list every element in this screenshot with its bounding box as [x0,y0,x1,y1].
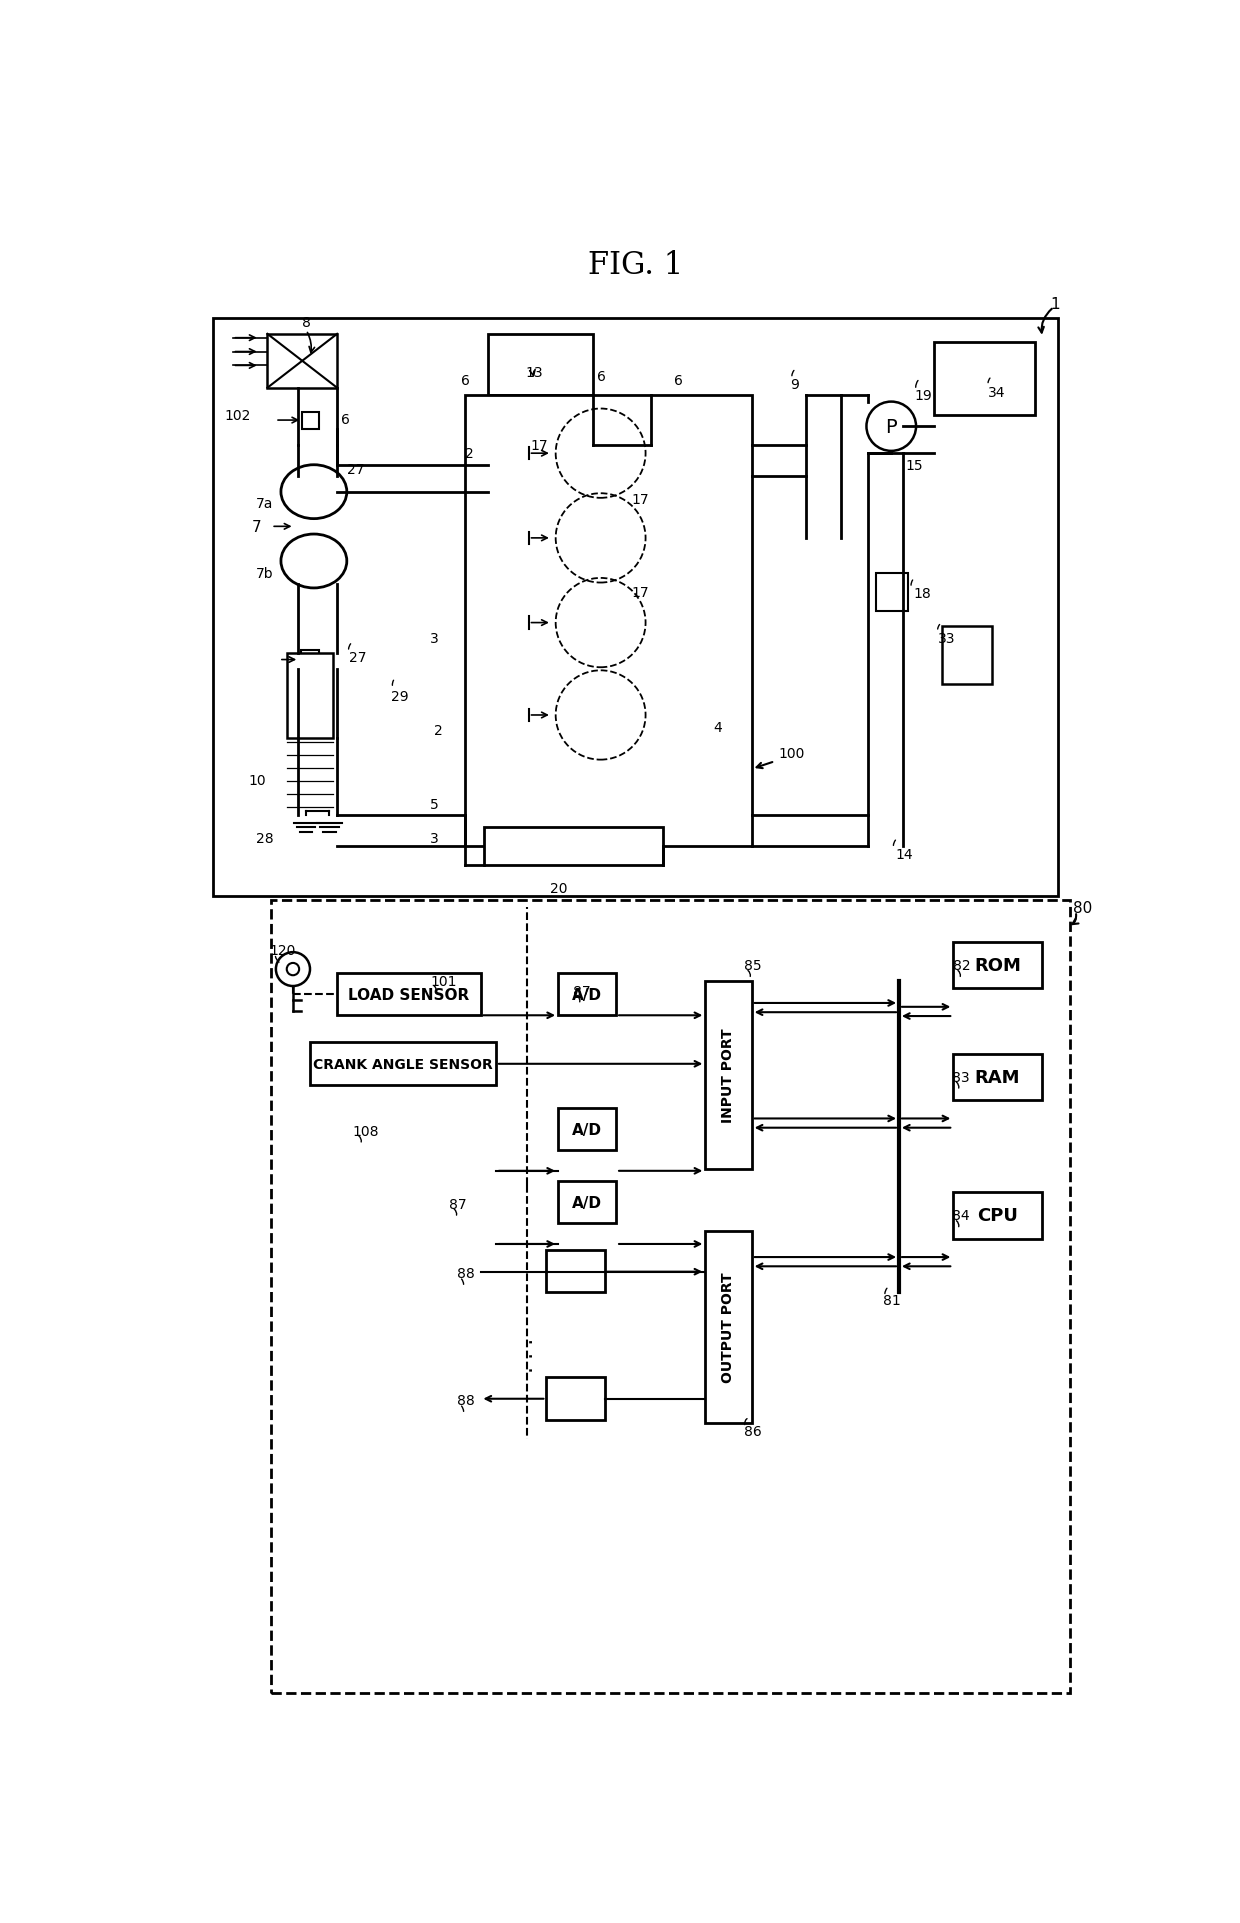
Text: 28: 28 [255,833,273,846]
Text: OUTPUT PORT: OUTPUT PORT [722,1273,735,1383]
Text: . . .: . . . [517,1336,537,1371]
Bar [485,827,662,865]
Text: FIG. 1: FIG. 1 [588,250,683,281]
Text: 5: 5 [430,798,439,812]
Bar [558,1108,616,1150]
Text: 20: 20 [551,883,568,896]
Bar [465,396,751,846]
Text: 9: 9 [791,377,800,392]
Bar [286,654,334,738]
Text: 84: 84 [952,1210,970,1223]
Text: CPU: CPU [977,1208,1018,1225]
Text: 15: 15 [905,458,923,473]
Bar [489,335,593,396]
Text: 17: 17 [631,492,650,508]
Text: A/D: A/D [572,1123,601,1136]
Bar [547,1377,605,1419]
Text: 27: 27 [348,650,366,665]
Text: 108: 108 [352,1125,379,1138]
Text: 18: 18 [913,587,931,602]
Bar [706,1231,751,1423]
Text: 87: 87 [449,1198,467,1211]
Bar [954,1192,1043,1238]
Text: RAM: RAM [975,1069,1021,1086]
Text: 4: 4 [713,719,722,735]
Text: 14: 14 [895,848,913,862]
Bar [337,973,481,1015]
Text: 83: 83 [952,1071,970,1085]
Text: 85: 85 [744,960,761,973]
Text: 6: 6 [596,369,605,385]
Text: 13: 13 [526,365,543,381]
Text: 19: 19 [915,388,932,404]
Text: 82: 82 [954,960,971,973]
Bar [547,1250,605,1292]
Text: 6: 6 [461,373,470,388]
Text: 81: 81 [883,1294,901,1308]
Bar [954,942,1043,988]
Bar [272,900,1069,1692]
Bar [268,335,337,388]
Bar [213,319,1058,896]
Bar [875,573,908,612]
Bar [303,412,320,429]
Text: 1: 1 [1050,296,1060,312]
Text: 6: 6 [341,412,350,427]
Text: 101: 101 [430,975,456,988]
Text: LOAD SENSOR: LOAD SENSOR [347,988,469,1002]
Text: 7a: 7a [255,496,273,512]
Text: CRANK ANGLE SENSOR: CRANK ANGLE SENSOR [314,1058,492,1071]
Text: 120: 120 [270,944,296,958]
Bar [301,652,320,669]
Text: 7: 7 [252,519,262,535]
Bar [558,1181,616,1223]
Text: 17: 17 [531,438,548,454]
Text: A/D: A/D [572,1196,601,1210]
Text: A/D: A/D [572,988,601,1002]
Text: 7b: 7b [255,565,273,581]
Text: 100: 100 [779,748,805,762]
Text: 2: 2 [434,723,443,738]
Text: 6: 6 [675,373,683,388]
Text: INPUT PORT: INPUT PORT [722,1029,735,1123]
Text: 34: 34 [988,385,1006,400]
Bar [934,342,1034,415]
Text: 10: 10 [248,775,265,788]
Text: ROM: ROM [973,958,1021,975]
Text: 27: 27 [347,462,365,477]
Bar [706,981,751,1169]
Bar [558,973,616,1015]
Text: 87: 87 [573,985,591,998]
Text: 33: 33 [937,631,955,646]
Bar [954,1054,1043,1100]
Text: 8: 8 [303,315,311,331]
Text: 102: 102 [224,408,252,423]
Text: 80: 80 [1074,900,1092,915]
Text: P: P [885,417,897,437]
Bar [310,1042,496,1085]
Text: 88: 88 [458,1394,475,1408]
Text: 3: 3 [430,631,439,646]
Bar [941,627,992,685]
Text: 17: 17 [631,585,650,600]
Text: 2: 2 [465,446,474,462]
Text: 88: 88 [458,1267,475,1281]
Text: 86: 86 [744,1425,761,1438]
Text: 29: 29 [392,688,409,704]
Text: 3: 3 [430,833,439,846]
